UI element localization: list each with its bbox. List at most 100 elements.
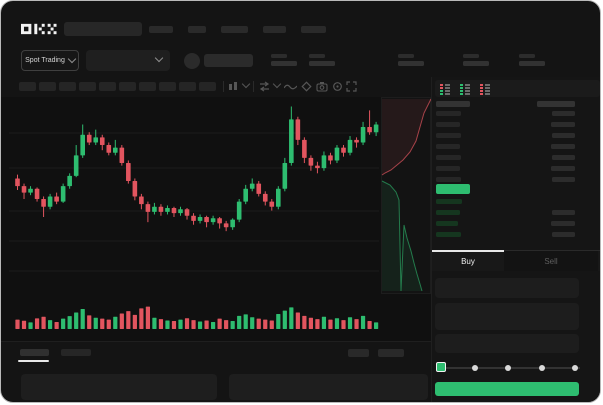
search-input[interactable] xyxy=(64,22,142,36)
candlestick xyxy=(28,186,33,196)
price-placeholder xyxy=(436,111,461,116)
volume-bar xyxy=(67,316,72,329)
amount-input[interactable] xyxy=(435,303,579,330)
volume-bar xyxy=(237,315,242,329)
order-book-row[interactable] xyxy=(435,122,600,128)
chevron-down-icon[interactable] xyxy=(272,79,282,89)
timeframe-button[interactable] xyxy=(139,82,156,91)
bottom-action-button[interactable] xyxy=(348,349,369,357)
timeframe-button[interactable] xyxy=(19,82,36,91)
order-book-header xyxy=(435,101,600,107)
timeframe-button[interactable] xyxy=(179,82,196,91)
buy-submit-button[interactable] xyxy=(435,382,579,396)
slider-stop[interactable] xyxy=(505,365,511,371)
candlestick xyxy=(191,213,196,225)
order-book-row[interactable] xyxy=(435,133,600,139)
tab-sell[interactable]: Sell xyxy=(504,251,598,271)
size-placeholder xyxy=(552,232,575,237)
timeframe-button[interactable] xyxy=(59,82,76,91)
nav-item[interactable] xyxy=(263,26,286,33)
timeframe-button[interactable] xyxy=(159,82,176,91)
orderbook-both-icon[interactable] xyxy=(439,83,451,95)
bottom-content-block xyxy=(229,374,428,400)
amount-slider[interactable] xyxy=(436,362,580,374)
timeframe-button[interactable] xyxy=(79,82,96,91)
order-book-row[interactable] xyxy=(435,111,600,117)
chevron-down-icon[interactable] xyxy=(241,79,251,89)
volume-bar xyxy=(41,316,46,329)
volume-bar xyxy=(80,309,85,329)
orderbook-bids-icon[interactable] xyxy=(459,83,471,95)
candlestick xyxy=(93,129,99,146)
slider-handle[interactable] xyxy=(436,362,446,372)
stat-label-placeholder xyxy=(463,54,479,58)
slider-stop[interactable] xyxy=(538,365,545,371)
candlestick xyxy=(119,145,125,166)
size-placeholder xyxy=(552,111,575,116)
market-type-dropdown[interactable]: Spot Trading xyxy=(21,50,79,71)
volume-bar xyxy=(295,312,300,329)
timeframe-button[interactable] xyxy=(119,82,136,91)
order-book-row[interactable] xyxy=(435,155,600,161)
volume-bar xyxy=(152,317,157,329)
volume-bar xyxy=(61,318,66,329)
stat-label-placeholder xyxy=(271,54,287,58)
candlestick xyxy=(321,151,327,171)
order-book-row[interactable] xyxy=(435,221,600,227)
volume-bar xyxy=(289,307,294,329)
chevron-down-icon xyxy=(67,54,77,64)
candlestick xyxy=(289,106,294,166)
order-book-row[interactable] xyxy=(435,177,600,183)
order-book-row[interactable] xyxy=(435,232,600,238)
fullscreen-icon[interactable] xyxy=(346,81,357,92)
volume-bar xyxy=(184,318,190,329)
candlestick-chart[interactable] xyxy=(1,97,431,341)
timeframe-button[interactable] xyxy=(39,82,56,91)
market-type-label: Spot Trading xyxy=(25,57,65,64)
bottom-tab[interactable] xyxy=(61,349,91,356)
nav-item[interactable] xyxy=(188,26,206,33)
candlestick xyxy=(126,160,131,184)
nav-item[interactable] xyxy=(221,26,248,33)
last-price-highlight[interactable] xyxy=(436,184,470,194)
candlestick xyxy=(302,137,307,164)
candlestick xyxy=(295,116,301,146)
indicator-icon[interactable] xyxy=(228,81,239,92)
candlestick xyxy=(178,206,183,216)
volume-bar xyxy=(347,317,353,329)
slider-stop[interactable] xyxy=(471,365,478,371)
active-tab-indicator xyxy=(432,250,504,252)
candlestick xyxy=(165,205,170,215)
bottom-action-button[interactable] xyxy=(378,349,404,357)
timeframe-button[interactable] xyxy=(199,82,216,91)
draw-tool-icon[interactable] xyxy=(301,81,312,92)
camera-icon[interactable] xyxy=(316,81,328,92)
line-style-icon[interactable] xyxy=(284,83,297,91)
volume-bar xyxy=(197,321,203,329)
nav-item[interactable] xyxy=(149,26,173,33)
timeframe-button[interactable] xyxy=(99,82,116,91)
candlestick xyxy=(67,173,72,189)
candlestick xyxy=(347,136,353,156)
volume-bar xyxy=(191,320,196,329)
total-input[interactable] xyxy=(435,334,579,353)
compare-icon[interactable] xyxy=(259,81,270,92)
order-book-row[interactable] xyxy=(435,166,600,172)
price-input[interactable] xyxy=(435,278,579,298)
stat-value-placeholder xyxy=(519,61,545,66)
candlestick xyxy=(132,178,138,201)
order-book-row[interactable] xyxy=(435,144,600,150)
top-navigation xyxy=(149,26,341,33)
bottom-tab-active[interactable] xyxy=(20,349,49,356)
order-book-row[interactable] xyxy=(435,199,600,205)
pair-selector-dropdown[interactable] xyxy=(86,50,170,71)
order-book-row[interactable] xyxy=(435,210,600,216)
bottom-tab-underline xyxy=(18,360,49,362)
settings-icon[interactable] xyxy=(332,81,343,92)
orderbook-asks-icon[interactable] xyxy=(479,83,491,95)
volume-bar xyxy=(171,321,177,329)
tab-buy[interactable]: Buy xyxy=(432,251,504,271)
slider-stop[interactable] xyxy=(572,365,578,371)
volume-bar xyxy=(374,322,379,329)
nav-item[interactable] xyxy=(301,26,326,33)
